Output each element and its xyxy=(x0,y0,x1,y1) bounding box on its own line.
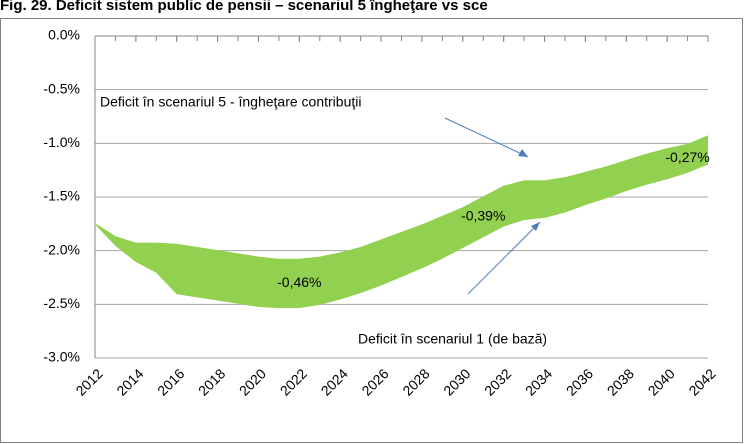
chart-title: Fig. 29. Deficit sistem public de pensii… xyxy=(0,0,488,14)
band-fill xyxy=(95,135,708,308)
x-tick-label: 2026 xyxy=(358,365,391,398)
y-tick-label: -3.0% xyxy=(43,349,80,365)
x-tick-label: 2022 xyxy=(277,365,310,398)
band-label: -0,46% xyxy=(277,274,321,290)
y-tick-label: -1.0% xyxy=(43,134,80,150)
x-tick-label: 2038 xyxy=(604,365,637,398)
x-tick-label: 2014 xyxy=(113,365,146,398)
band-label: -0,27% xyxy=(665,149,709,165)
y-tick-label: 0.0% xyxy=(48,27,80,43)
x-tick-label: 2040 xyxy=(645,365,678,398)
x-tick-label: 2028 xyxy=(399,365,432,398)
x-tick-label: 2020 xyxy=(236,365,269,398)
band-label: -0,39% xyxy=(461,208,505,224)
series-annotation: Deficit în scenariul 5 - îngheţare contr… xyxy=(100,94,361,110)
y-tick-label: -1.5% xyxy=(43,188,80,204)
chart-frame xyxy=(0,18,743,443)
arrow-head xyxy=(531,222,540,231)
x-tick-label: 2032 xyxy=(481,365,514,398)
band-edge xyxy=(94,163,709,309)
x-tick-label: 2018 xyxy=(195,365,228,398)
x-tick-label: 2012 xyxy=(72,365,105,398)
y-tick-label: -2.0% xyxy=(43,241,80,257)
annotation-arrow xyxy=(467,221,541,295)
series-annotation: Deficit în scenariul 1 (de bază) xyxy=(358,331,547,347)
x-tick-label: 2036 xyxy=(563,365,596,398)
y-tick-label: -0.5% xyxy=(43,80,80,96)
annotation-arrow xyxy=(444,117,529,158)
arrow-head xyxy=(518,149,528,157)
y-tick-label: -2.5% xyxy=(43,295,80,311)
x-tick-label: 2034 xyxy=(522,365,555,398)
band-edge xyxy=(94,135,709,260)
x-tick-label: 2016 xyxy=(154,365,187,398)
x-tick-label: 2030 xyxy=(440,365,473,398)
x-tick-label: 2024 xyxy=(318,365,351,398)
x-tick-label: 2042 xyxy=(685,365,718,398)
